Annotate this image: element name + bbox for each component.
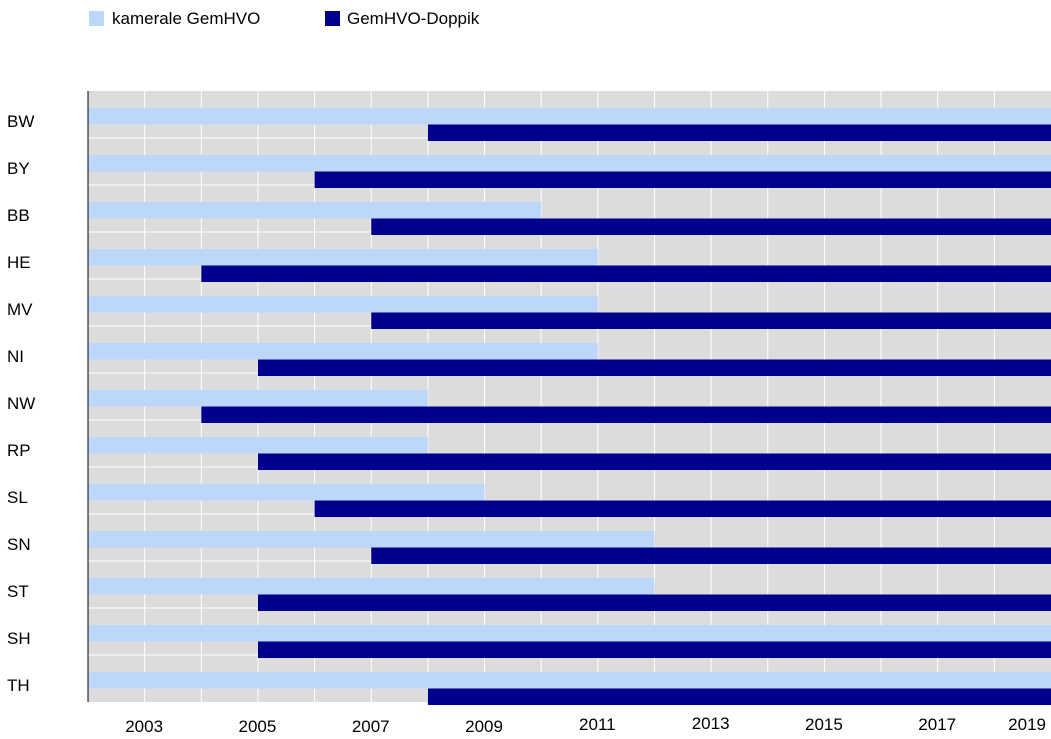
x-tick-label-2007: 2007 xyxy=(352,717,390,736)
doppik-bar-th xyxy=(427,688,1051,705)
x-tick-label-2015: 2015 xyxy=(805,715,843,734)
category-label-sl: SL xyxy=(7,488,28,507)
legend-label-kamerale: kamerale GemHVO xyxy=(112,9,260,28)
category-label-he: HE xyxy=(7,253,31,272)
category-label-mv: MV xyxy=(7,300,33,319)
legend-swatch-doppik xyxy=(325,11,340,26)
doppik-bar-nw xyxy=(201,406,1051,423)
kamerale-bar-sl xyxy=(88,484,485,501)
x-tick-label-2019: 2019 xyxy=(1008,715,1046,734)
kamerale-bar-he xyxy=(88,249,598,266)
x-tick-label-2003: 2003 xyxy=(125,717,163,736)
kamerale-bar-st xyxy=(88,578,655,595)
x-axis-tick-labels: 2003 2005 2007 2009 2011 2013 2015 2017 2019 xyxy=(125,714,1046,736)
x-tick-label-2011: 2011 xyxy=(579,715,616,734)
category-label-by: BY xyxy=(7,159,30,178)
kamerale-bar-sn xyxy=(88,531,655,548)
category-label-bb: BB xyxy=(7,206,30,225)
doppik-bar-st xyxy=(257,594,1051,611)
doppik-bar-sl xyxy=(314,500,1051,517)
legend: kamerale GemHVO GemHVO-Doppik xyxy=(89,9,480,28)
category-label-bw: BW xyxy=(7,112,34,131)
doppik-bar-sh xyxy=(257,641,1051,658)
kamerale-bar-nw xyxy=(88,390,428,407)
category-label-nw: NW xyxy=(7,394,35,413)
x-tick-label-2005: 2005 xyxy=(239,717,277,736)
kamerale-bar-rp xyxy=(88,437,428,454)
kamerale-bar-sh xyxy=(88,625,1051,642)
doppik-bar-ni xyxy=(257,359,1051,376)
category-label-sh: SH xyxy=(7,629,31,648)
legend-label-doppik: GemHVO-Doppik xyxy=(347,9,480,28)
x-tick-label-2017: 2017 xyxy=(918,715,956,734)
category-label-rp: RP xyxy=(7,441,31,460)
bars xyxy=(88,108,1051,705)
doppik-bar-he xyxy=(201,265,1051,282)
kamerale-bar-mv xyxy=(88,296,598,313)
kamerale-bar-bb xyxy=(88,202,542,219)
doppik-bar-bw xyxy=(427,124,1051,141)
doppik-bar-by xyxy=(314,171,1051,188)
x-tick-label-2009: 2009 xyxy=(465,717,503,736)
kamerale-bar-by xyxy=(88,155,1051,172)
category-labels: BW BY BB HE MV NI NW RP SL SN ST SH TH xyxy=(7,112,35,695)
kamerale-bar-ni xyxy=(88,343,598,360)
doppik-bar-sn xyxy=(371,547,1051,564)
category-label-th: TH xyxy=(7,676,30,695)
legend-swatch-kamerale xyxy=(89,11,104,26)
kamerale-bar-th xyxy=(88,672,1051,689)
category-label-st: ST xyxy=(7,582,29,601)
x-tick-label-2013: 2013 xyxy=(692,714,730,733)
doppik-bar-rp xyxy=(257,453,1051,470)
doppik-bar-bb xyxy=(371,218,1051,235)
doppik-bar-mv xyxy=(371,312,1051,329)
category-label-ni: NI xyxy=(7,347,24,366)
category-label-sn: SN xyxy=(7,535,31,554)
kamerale-bar-bw xyxy=(88,108,1051,125)
